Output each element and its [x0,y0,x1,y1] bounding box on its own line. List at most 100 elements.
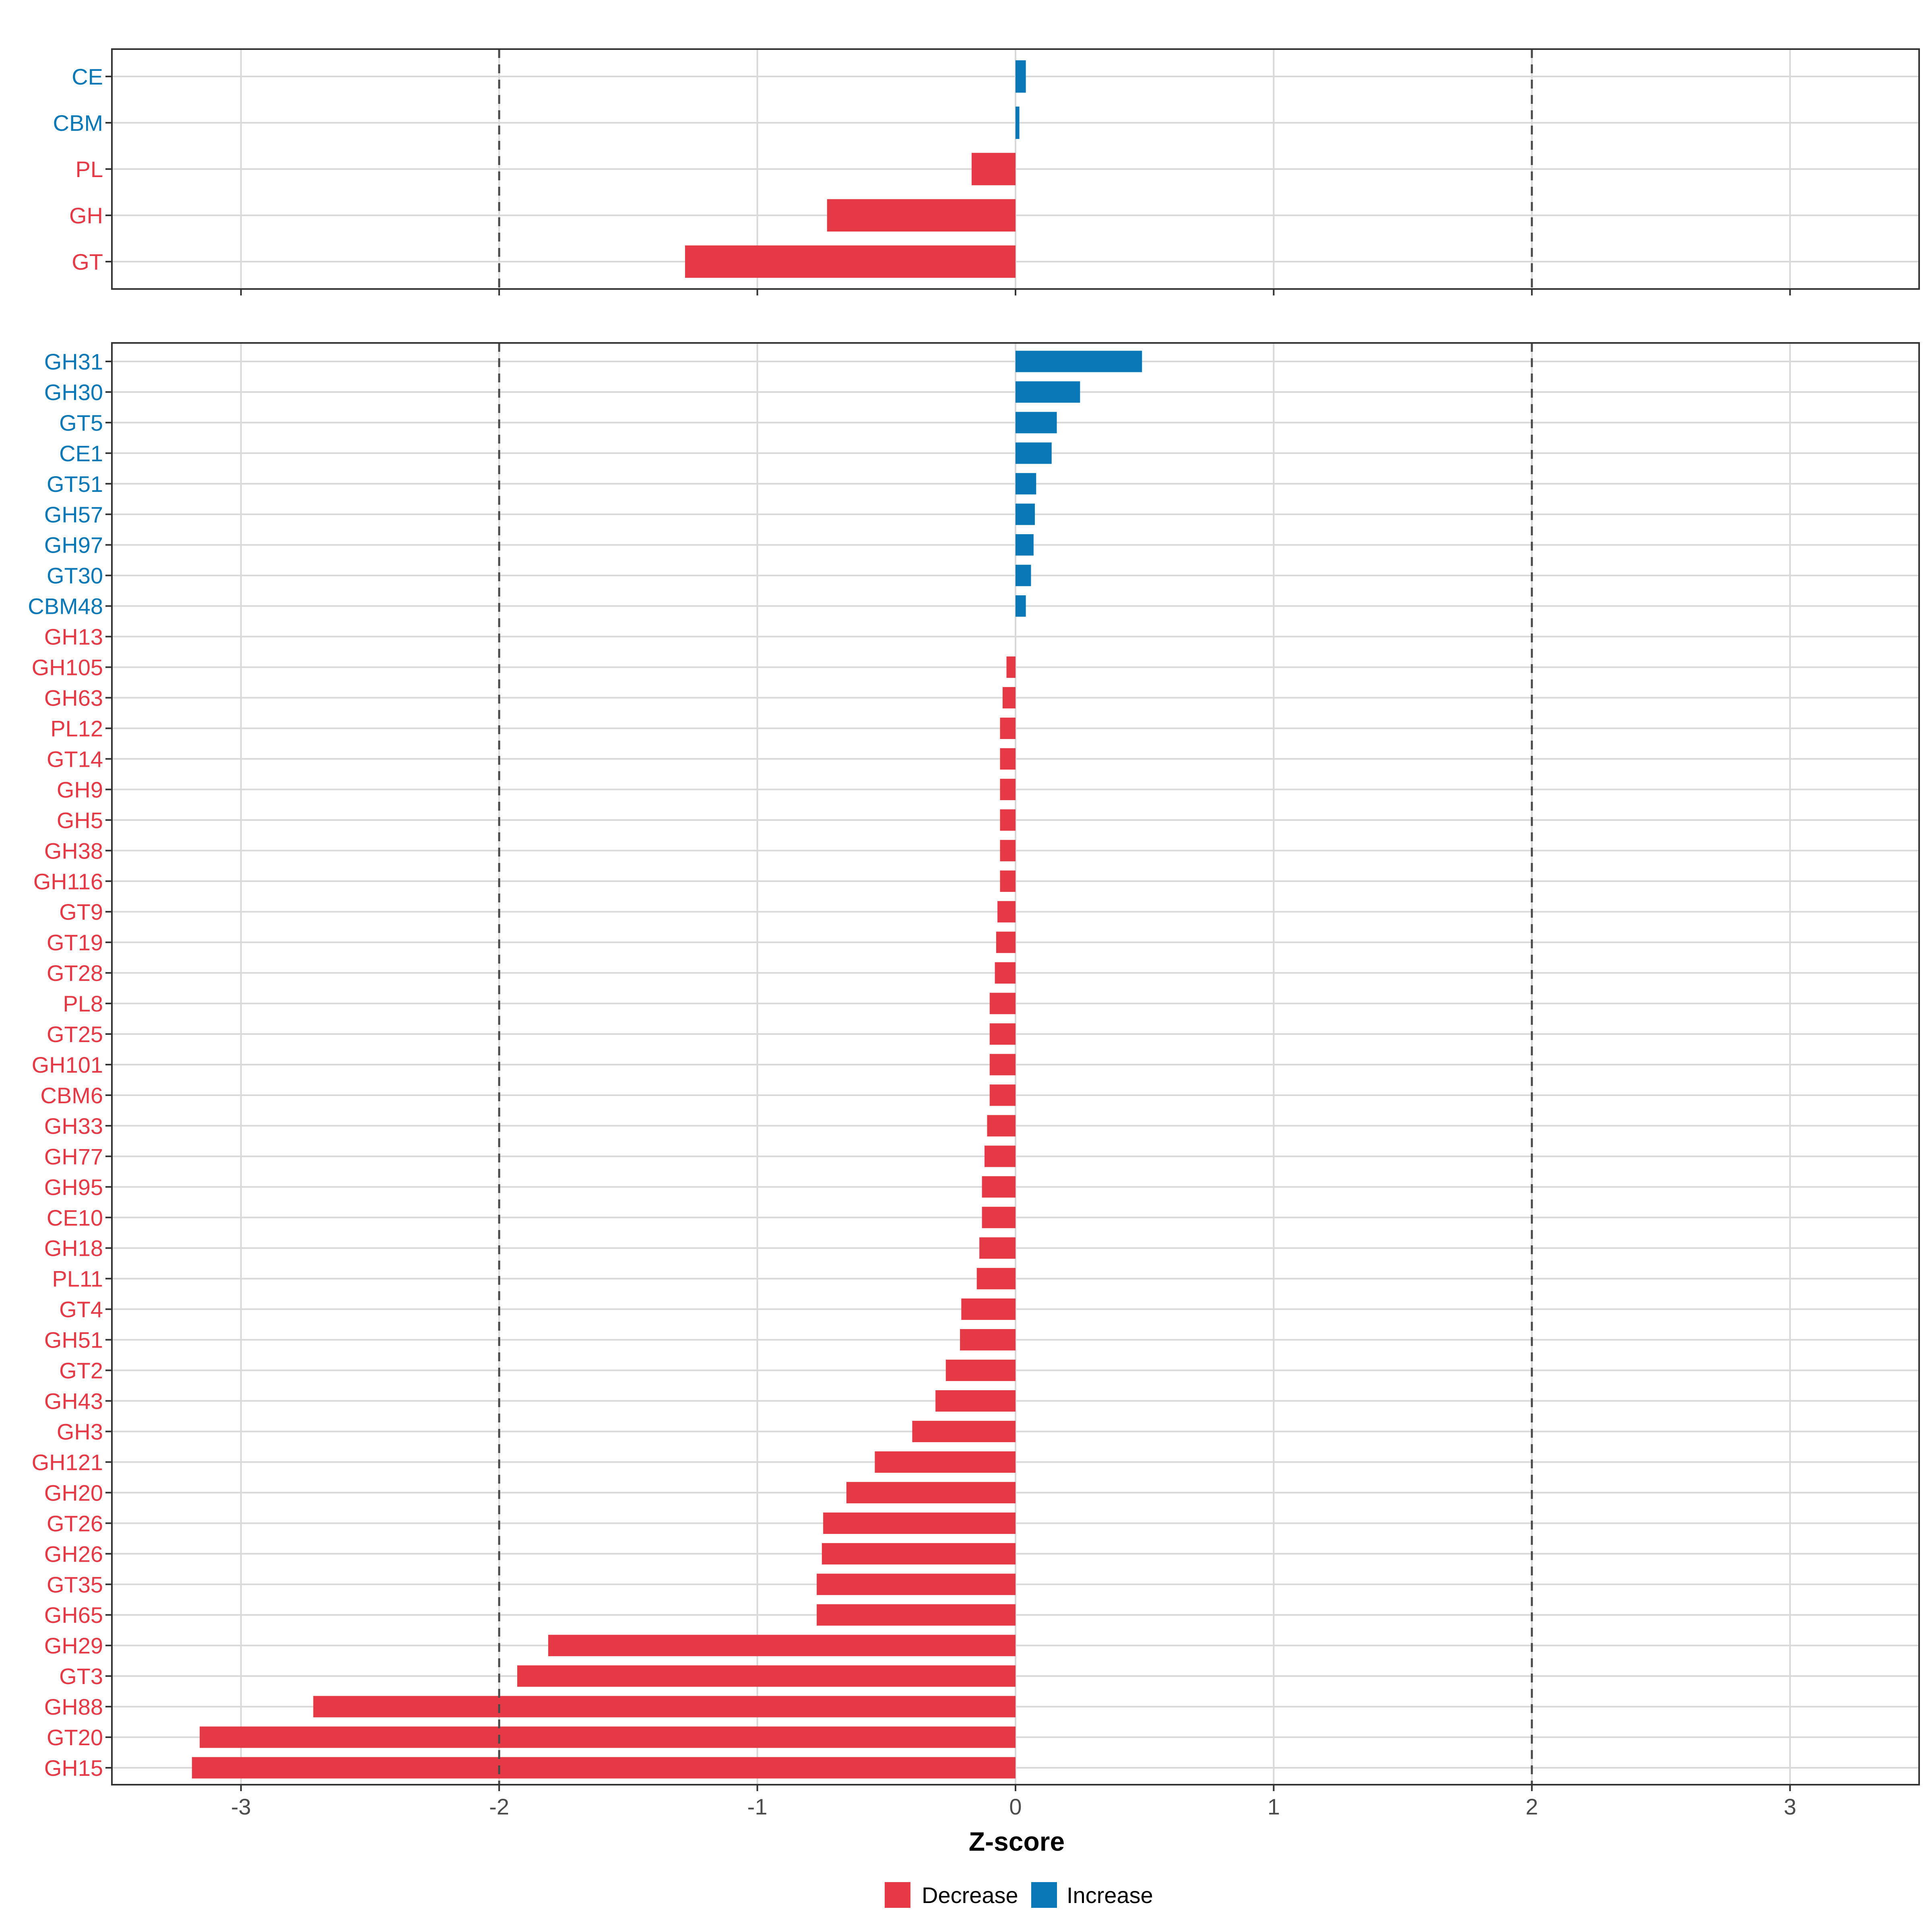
category-label-gh63: GH63 [44,685,103,711]
bar-pl12 [1000,717,1016,739]
bar-pl [971,153,1016,186]
category-label-gt2: GT2 [59,1358,103,1383]
category-label-gt4: GT4 [59,1297,103,1322]
category-label-gh3: GH3 [57,1419,103,1444]
x-tick-label: 0 [1009,1794,1022,1819]
bar-gt19 [996,931,1016,953]
category-label-gh57: GH57 [44,502,103,527]
bar-gh33 [987,1115,1016,1137]
bar-gh20 [846,1482,1016,1503]
category-label-gh97: GH97 [44,533,103,558]
class-panel: CE CBM PL GH GT [53,48,1920,295]
category-label-gh29: GH29 [44,1633,103,1658]
category-label-gh18: GH18 [44,1236,103,1261]
category-label-gh88: GH88 [44,1694,103,1719]
bar-gh15 [192,1757,1016,1779]
x-tick-label: -2 [489,1794,509,1819]
category-label-gh95: GH95 [44,1174,103,1200]
bar-gt [685,245,1016,278]
bar-gt51 [1016,473,1036,495]
category-label-ce: CE [72,64,103,89]
category-label-ce1: CE1 [59,441,103,466]
legend-swatch-decrease [885,1882,910,1908]
bar-gh26 [822,1543,1016,1565]
bar-gh9 [1000,778,1016,800]
category-label-gh9: GH9 [57,777,103,802]
bar-gh65 [817,1604,1016,1626]
category-label-gh43: GH43 [44,1389,103,1414]
bar-gh43 [935,1390,1016,1412]
bar-gh97 [1016,534,1034,556]
legend-label-increase: Increase [1067,1882,1153,1908]
x-axis: -3 -2 -1 0 1 2 3 [231,1794,1796,1819]
bar-gt26 [823,1512,1016,1534]
category-label-gt25: GT25 [47,1022,103,1047]
bar-gt35 [817,1573,1016,1595]
bar-gt30 [1016,565,1031,586]
x-tick-label: 2 [1525,1794,1538,1819]
category-label-gt14: GT14 [47,746,103,772]
category-label-gt5: GT5 [59,410,103,436]
bar-pl11 [976,1268,1016,1290]
category-label-pl: PL [76,157,103,182]
category-label-gt: GT [72,249,103,275]
category-label-cbm6: CBM6 [40,1083,103,1108]
category-label-gh105: GH105 [32,655,103,680]
bar-gt25 [989,1023,1016,1045]
legend-swatch-increase [1031,1882,1057,1908]
bar-gt4 [961,1298,1016,1320]
category-label-cbm48: CBM48 [28,594,103,619]
category-label-gh33: GH33 [44,1113,103,1139]
category-label-gt28: GT28 [47,960,103,986]
bar-gh95 [982,1176,1016,1198]
category-label-gt30: GT30 [47,563,103,588]
bar-gh5 [1000,809,1016,831]
bar-gt5 [1016,412,1057,433]
category-label-gh77: GH77 [44,1144,103,1169]
x-tick-label: 3 [1784,1794,1796,1819]
category-label-gh5: GH5 [57,807,103,833]
category-label-gh38: GH38 [44,838,103,863]
category-label-pl12: PL12 [50,716,103,741]
category-label-gh31: GH31 [44,349,103,374]
bar-gh121 [875,1451,1016,1473]
bar-cbm [1016,106,1020,139]
bar-gt28 [995,962,1016,984]
bar-ce10 [982,1207,1016,1228]
legend: Decrease Increase [885,1882,1153,1908]
bar-gh30 [1016,381,1080,403]
bar-gh3 [912,1420,1016,1443]
category-label-gt20: GT20 [47,1725,103,1750]
category-label-pl11: PL11 [52,1266,103,1292]
x-tick-label: -3 [231,1794,251,1819]
category-label-gh101: GH101 [32,1052,103,1077]
category-label-gh: GH [69,203,103,228]
category-label-gt35: GT35 [47,1572,103,1597]
x-tick-label: 1 [1267,1794,1280,1819]
category-label-gh13: GH13 [44,624,103,650]
bar-gh116 [1000,870,1016,892]
bar-gh63 [1002,687,1016,709]
bar-gt9 [997,901,1016,923]
family-panel: GH31 GH30 GT5 CE1 GT51 GH57 GH97 GT30 CBM48 GH13 G… [28,342,1920,1791]
bar-cbm6 [989,1084,1016,1106]
category-label-gh15: GH15 [44,1755,103,1781]
bar-gt2 [945,1359,1016,1381]
category-label-gh65: GH65 [44,1602,103,1628]
category-label-ce10: CE10 [47,1205,103,1230]
bar-gh38 [1000,840,1016,861]
bar-cbm48 [1016,595,1026,617]
bar-gh18 [979,1237,1016,1259]
category-label-cbm: CBM [53,110,103,136]
category-label-gh51: GH51 [44,1327,103,1353]
category-label-gt3: GT3 [59,1664,103,1689]
bar-gt20 [200,1726,1016,1748]
category-label-gh26: GH26 [44,1541,103,1567]
bar-ce [1016,60,1026,93]
bar-pl8 [989,993,1016,1014]
category-label-gt19: GT19 [47,930,103,955]
x-tick-label: -1 [747,1794,768,1819]
bar-gt14 [1000,748,1016,770]
bar-gt3 [517,1665,1016,1687]
